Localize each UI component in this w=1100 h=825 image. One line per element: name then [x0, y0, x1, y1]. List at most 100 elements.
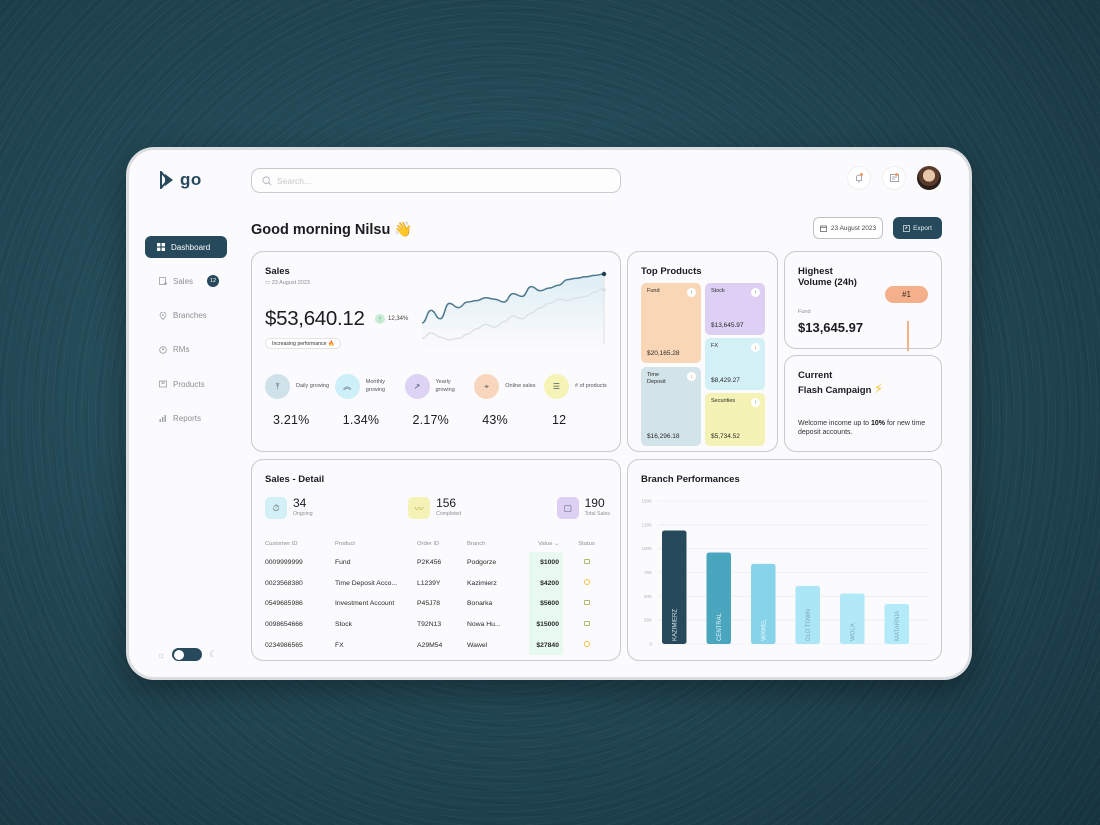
sidebar-item-reports[interactable]: Reports: [145, 407, 227, 429]
svg-text:CENTRAL: CENTRAL: [717, 612, 723, 641]
stat-daily-growing: ⤒ Daily growing 3.21%: [265, 374, 331, 427]
col-customer-id[interactable]: Customer ID: [265, 540, 298, 547]
sidebar-item-rms[interactable]: RMs: [145, 339, 227, 361]
sidebar-item-branches[interactable]: Branches: [145, 305, 227, 327]
highest-volume-value: $13,645.97: [798, 320, 864, 335]
sales-detail-card: Sales - Detail ⏱ 34 Ongoing 〰 156 Complete…: [251, 459, 621, 661]
bar-matarnia[interactable]: [884, 603, 910, 644]
svg-text:0: 0: [649, 642, 652, 647]
search-icon: [262, 175, 272, 185]
sales-stats: ⤒ Daily growing 3.21% ︽ Monthly growing …: [265, 374, 610, 427]
sales-count-badge: 12: [207, 275, 220, 288]
sidebar-item-label: RMs: [173, 345, 190, 355]
export-button[interactable]: Export: [893, 217, 942, 239]
cell-customer-id: 0098654666: [265, 620, 303, 628]
receipt-icon: [159, 277, 167, 286]
logo-text: go: [180, 170, 202, 189]
messages-button[interactable]: [882, 166, 906, 190]
sun-icon: ☼: [157, 649, 166, 660]
sales-title: Sales: [265, 266, 290, 277]
col-branch[interactable]: Branch: [467, 540, 486, 547]
current-point-marker: [601, 271, 607, 277]
header-actions: [847, 166, 941, 190]
sidebar-item-dashboard[interactable]: Dashboard: [145, 236, 227, 258]
sales-detail-table: Customer ID Product Order ID Branch Valu…: [265, 535, 610, 656]
notification-dot: [860, 173, 863, 176]
cell-status: [563, 635, 610, 656]
search-bar[interactable]: [251, 168, 621, 193]
sales-line-chart[interactable]: [422, 268, 612, 352]
status-completed-icon: [583, 558, 590, 564]
col-status[interactable]: Status: [578, 540, 595, 547]
cell-branch: Nowa Hu...: [467, 620, 501, 628]
product-tile-stock[interactable]: Stock ↑ $13,645.97: [705, 283, 765, 335]
cell-status: [563, 573, 610, 594]
table-row[interactable]: 0549685986 Investment Account P45J78 Bonark…: [265, 593, 610, 615]
cell-value: $1000: [529, 552, 563, 573]
message-dot: [895, 173, 898, 176]
stat-yearly-growing: ↗ Yearly growing 2.17%: [404, 374, 471, 427]
product-tile-time-deposit[interactable]: Time Deposit ↓ $16,296.18: [641, 367, 701, 446]
bar-central[interactable]: [706, 552, 732, 644]
cell-order-id: P2K456: [417, 558, 442, 566]
timer-icon: ⏱: [265, 497, 287, 519]
bar-wola[interactable]: [840, 593, 865, 644]
sidebar-nav: Dashboard Sales 12 Branches RMs: [145, 236, 227, 442]
sales-card: Sales ▭ 23 August 2023 $53,640.12 ↑ 12,3…: [251, 251, 621, 452]
cell-product: Fund: [335, 558, 351, 566]
col-product[interactable]: Product: [335, 540, 355, 547]
branch-bar-chart[interactable]: 0 25K 50K 75K 100K 125K 150K KAZIMIERZ CENTRAL WA…: [628, 460, 943, 662]
search-input[interactable]: [277, 175, 597, 186]
export-label: Export: [913, 224, 932, 232]
arrow-up-icon: ↑: [375, 314, 385, 324]
svg-text:100K: 100K: [641, 546, 652, 551]
product-tile-fund[interactable]: Fund ↑ $20,165.28: [641, 283, 701, 363]
svg-text:50K: 50K: [644, 594, 652, 599]
table-row[interactable]: 0098654666 Stock T92N13 Nowa Hu... $15000: [265, 614, 610, 635]
cell-branch: Podgorze: [467, 558, 497, 566]
app-logo[interactable]: go: [159, 170, 202, 190]
arrow-up-icon: ↑: [751, 288, 760, 297]
sidebar-item-label: Sales: [173, 276, 194, 286]
stat-monthly-growing: ︽ Monthly growing 1.34%: [334, 374, 401, 427]
highest-volume-product: Fund: [798, 309, 811, 315]
people-icon: [159, 346, 167, 354]
user-avatar[interactable]: [917, 166, 941, 190]
sidebar-item-sales[interactable]: Sales 12: [145, 270, 227, 292]
table-row[interactable]: 0009999999 Fund P2K456 Podgorze $1000: [265, 552, 610, 573]
date-label: 23 August 2023: [830, 224, 877, 232]
kpi-total-sales: ▢ 190 Total Sales: [556, 497, 610, 519]
cell-branch: Kazimierz: [467, 579, 497, 587]
top-products-title: Top Products: [641, 266, 702, 277]
bar-wawel[interactable]: [751, 563, 776, 644]
cell-product: FX: [335, 641, 344, 649]
col-order-id[interactable]: Order ID: [417, 540, 440, 547]
sales-detail-kpis: ⏱ 34 Ongoing 〰 156 Completed ▢ 190 Total Sa…: [265, 497, 610, 519]
status-completed-icon: [583, 620, 590, 626]
date-picker-button[interactable]: 23 August 2023: [813, 217, 883, 239]
bar-chart-icon: [159, 414, 167, 423]
sidebar-item-products[interactable]: Products: [145, 373, 227, 395]
export-icon: [903, 224, 910, 232]
product-tile-fx[interactable]: FX ↓ $8,429.27: [705, 338, 765, 390]
table-row[interactable]: 0023568380 Time Deposit Acco... L1239Y Kazi…: [265, 572, 610, 594]
status-completed-icon: [583, 600, 590, 606]
notifications-button[interactable]: [847, 166, 871, 190]
bar-old-town[interactable]: [795, 585, 821, 644]
arrow-down-icon: ↓: [687, 372, 696, 381]
top-products-card: Top Products Fund ↑ $20,165.28 Stock ↑ $…: [627, 251, 778, 452]
theme-toggle[interactable]: [172, 648, 203, 661]
col-value-sort[interactable]: Value ⌄: [538, 540, 559, 547]
cell-order-id: L1239Y: [417, 579, 441, 587]
product-tile-securities[interactable]: Securities ↑ $5,734.52: [705, 393, 765, 446]
cell-value: $4200: [529, 572, 563, 594]
flash-campaign-card[interactable]: Current Flash Campaign ⚡ Welcome income u…: [784, 355, 942, 452]
bar-kazimierz[interactable]: [662, 530, 687, 644]
square-icon: ▢: [556, 497, 579, 519]
table-row[interactable]: 0234986565 FX A29M54 Wawel $27840: [265, 634, 610, 656]
cell-value: $5600: [529, 593, 563, 615]
svg-text:OLD TOWN: OLD TOWN: [806, 609, 812, 641]
svg-text:WOLA: WOLA: [850, 623, 856, 641]
sales-change: ↑ 12,34%: [375, 314, 408, 324]
cell-order-id: P45J78: [417, 600, 441, 608]
